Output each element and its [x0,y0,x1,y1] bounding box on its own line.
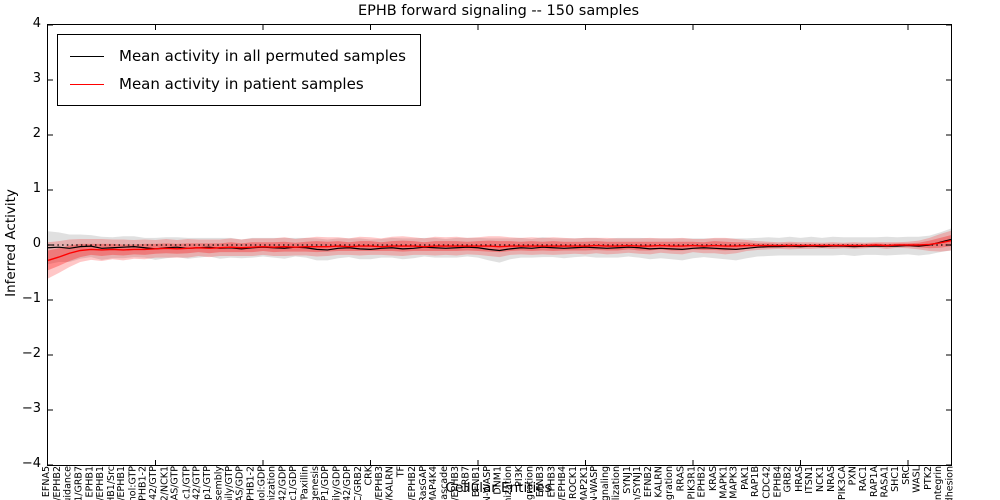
legend-row-permuted: Mean activity in all permuted samples [70,42,406,70]
x-tick-label: TF [395,466,407,478]
x-axis-label: Cellular Entities [445,480,552,496]
y-tick-label: −4 [21,456,41,471]
patient-line-sample-icon [70,83,104,85]
chart-title: EPHB forward signaling -- 150 samples [357,3,640,19]
legend: Mean activity in all permuted samples Me… [57,34,421,106]
y-tick-label: −3 [21,401,41,416]
y-tick-label: 3 [32,71,41,86]
plot-area [47,24,952,466]
patient-std-band [48,230,951,279]
y-tick-label: −1 [21,291,41,306]
legend-label-patient: Mean activity in patient samples [119,75,364,93]
y-tick-label: 2 [32,126,41,141]
patient-inner-band [48,235,951,271]
y-tick-label: 1 [32,181,41,196]
y-tick-label: −2 [21,346,41,361]
patient-mean-line [48,239,951,262]
y-tick-label: 4 [32,16,41,31]
legend-row-patient: Mean activity in patient samples [70,70,406,98]
chart-canvas [48,25,951,465]
permuted-line-sample-icon [70,55,104,57]
legend-label-permuted: Mean activity in all permuted samples [119,47,406,65]
y-tick-label: 0 [32,236,41,251]
